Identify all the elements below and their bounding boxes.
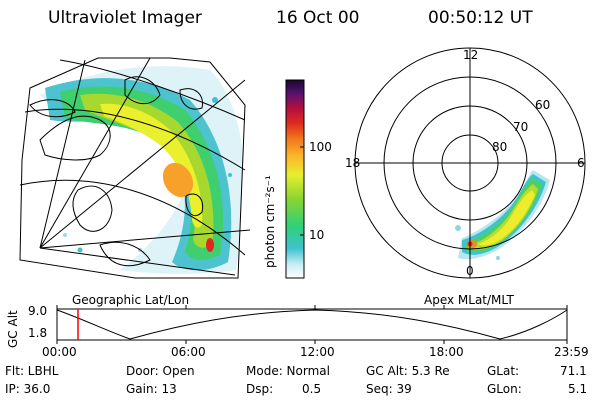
glon-value: 5.1 (568, 382, 588, 396)
mlt-label-12: 12 (463, 48, 479, 62)
flt-status: Flt: LBHL (5, 364, 59, 378)
time-label: 00:50:12 UT (428, 8, 533, 28)
mlt-label-0: 0 (466, 264, 474, 278)
gc-alt-axis-label: GC Alt (6, 310, 20, 348)
alt-tick-9: 9.0 (28, 304, 48, 318)
gc-alt-status: GC Alt: 5.3 Re (366, 364, 450, 378)
time-tick-2359: 23:59 (554, 345, 589, 359)
dsp-value: 0.5 (302, 382, 322, 396)
geographic-caption: Geographic Lat/Lon (72, 293, 190, 307)
lat-label-80: 80 (492, 140, 508, 154)
polar-plot (354, 47, 586, 279)
lat-label-70: 70 (513, 120, 529, 134)
mlt-label-6: 6 (577, 156, 585, 170)
geographic-map (19, 57, 251, 279)
apex-caption: Apex MLat/MLT (424, 293, 514, 307)
altitude-strip (56, 305, 568, 344)
time-tick-0600: 06:00 (171, 345, 206, 359)
lat-label-60: 60 (535, 98, 551, 112)
gain-status: Gain: 13 (126, 382, 177, 396)
seq-status: Seq: 39 (366, 382, 412, 396)
colorbar-tick-100: 100 (309, 140, 332, 154)
time-tick-1800: 18:00 (429, 345, 464, 359)
dsp-label: Dsp: (246, 382, 274, 396)
date-label: 16 Oct 00 (276, 8, 360, 28)
colorbar-unit-label: photon cm⁻²s⁻¹ (263, 175, 277, 268)
door-status: Door: Open (126, 364, 195, 378)
glat-label: GLat: (487, 364, 520, 378)
colorbar (285, 79, 305, 279)
page-title: Ultraviolet Imager (48, 8, 202, 28)
alt-tick-1-8: 1.8 (28, 326, 48, 340)
colorbar-tick-10: 10 (309, 228, 325, 242)
time-tick-0000: 00:00 (42, 345, 77, 359)
glon-label: GLon: (487, 382, 522, 396)
mlt-label-18: 18 (345, 156, 361, 170)
glat-value: 71.1 (560, 364, 587, 378)
mode-status: Mode: Normal (246, 364, 330, 378)
ip-status: IP: 36.0 (5, 382, 51, 396)
time-tick-1200: 12:00 (300, 345, 335, 359)
